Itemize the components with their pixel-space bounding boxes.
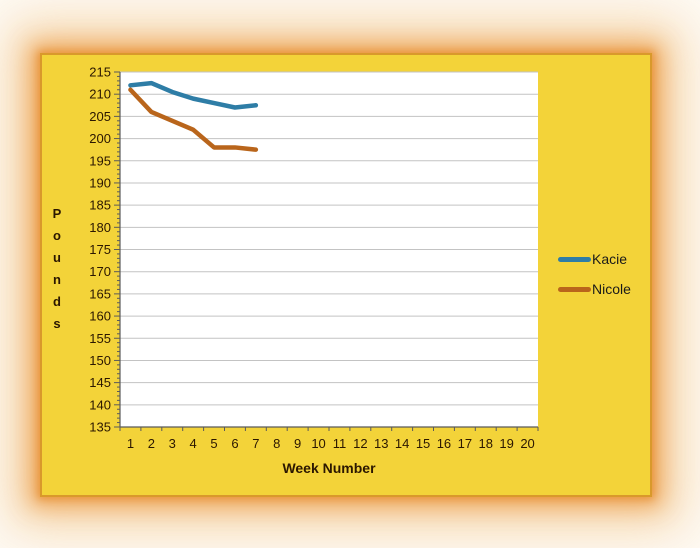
- x-tick-label: 14: [395, 436, 409, 451]
- series-line-kacie: [128, 80, 259, 110]
- y-tick-label: 215: [89, 65, 111, 80]
- y-tick-label: 140: [89, 397, 111, 412]
- x-tick-label: 17: [458, 436, 472, 451]
- legend-swatch-kacie: [558, 256, 591, 262]
- x-tick-label: 20: [520, 436, 534, 451]
- series-line-nicole: [128, 87, 259, 152]
- y-tick-label: 145: [89, 375, 111, 390]
- y-tick-label: 185: [89, 198, 111, 213]
- x-tick-label: 2: [148, 436, 155, 451]
- legend-label: Nicole: [592, 281, 631, 297]
- x-tick-label: 15: [416, 436, 430, 451]
- y-tick-label: 170: [89, 264, 111, 279]
- y-tick-label: 180: [89, 220, 111, 235]
- y-tick-label: 160: [89, 309, 111, 324]
- x-axis-title: Week Number: [282, 460, 376, 476]
- legend-item-kacie: Kacie: [558, 249, 631, 269]
- x-tick-label: 5: [210, 436, 217, 451]
- legend-item-nicole: Nicole: [558, 279, 631, 299]
- y-axis-title-letter: u: [53, 250, 61, 265]
- y-tick-label: 150: [89, 353, 111, 368]
- y-tick-label: 195: [89, 153, 111, 168]
- y-axis-title-letter: P: [53, 206, 62, 221]
- x-tick-label: 16: [437, 436, 451, 451]
- y-tick-label: 205: [89, 109, 111, 124]
- x-tick-label: 19: [499, 436, 513, 451]
- x-tick-label: 7: [252, 436, 259, 451]
- x-tick-label: 1: [127, 436, 134, 451]
- y-axis-title-letter: o: [53, 228, 61, 243]
- x-tick-label: 18: [479, 436, 493, 451]
- chart-legend: Kacie Nicole: [558, 249, 631, 309]
- y-tick-label: 210: [89, 87, 111, 102]
- chart-panel: 215 210 205 200 195 190 185 180 175 170 165 160 155 1…: [40, 53, 652, 497]
- y-tick-label: 175: [89, 242, 111, 257]
- x-tick-label: 8: [273, 436, 280, 451]
- legend-label: Kacie: [592, 251, 628, 267]
- legend-swatch-nicole: [558, 286, 591, 292]
- x-tick-label: 13: [374, 436, 388, 451]
- x-tick-label: 9: [294, 436, 301, 451]
- x-tick-label: 11: [333, 436, 347, 451]
- y-tick-label: 200: [89, 131, 111, 146]
- x-tick-label: 6: [231, 436, 238, 451]
- y-axis-title-letter: d: [53, 294, 61, 309]
- y-tick-label: 165: [89, 286, 111, 301]
- x-tick-label: 4: [190, 436, 197, 451]
- y-axis-title-letter: s: [53, 316, 60, 331]
- x-tick-label: 12: [353, 436, 367, 451]
- y-tick-label: 190: [89, 175, 111, 190]
- x-tick-label: 10: [311, 436, 325, 451]
- y-tick-label: 155: [89, 331, 111, 346]
- line-chart: 2152102052001951901851801751701651601551…: [53, 65, 539, 476]
- x-tick-label: 3: [169, 436, 176, 451]
- y-axis-title-letter: n: [53, 272, 61, 287]
- y-tick-label: 135: [89, 420, 111, 435]
